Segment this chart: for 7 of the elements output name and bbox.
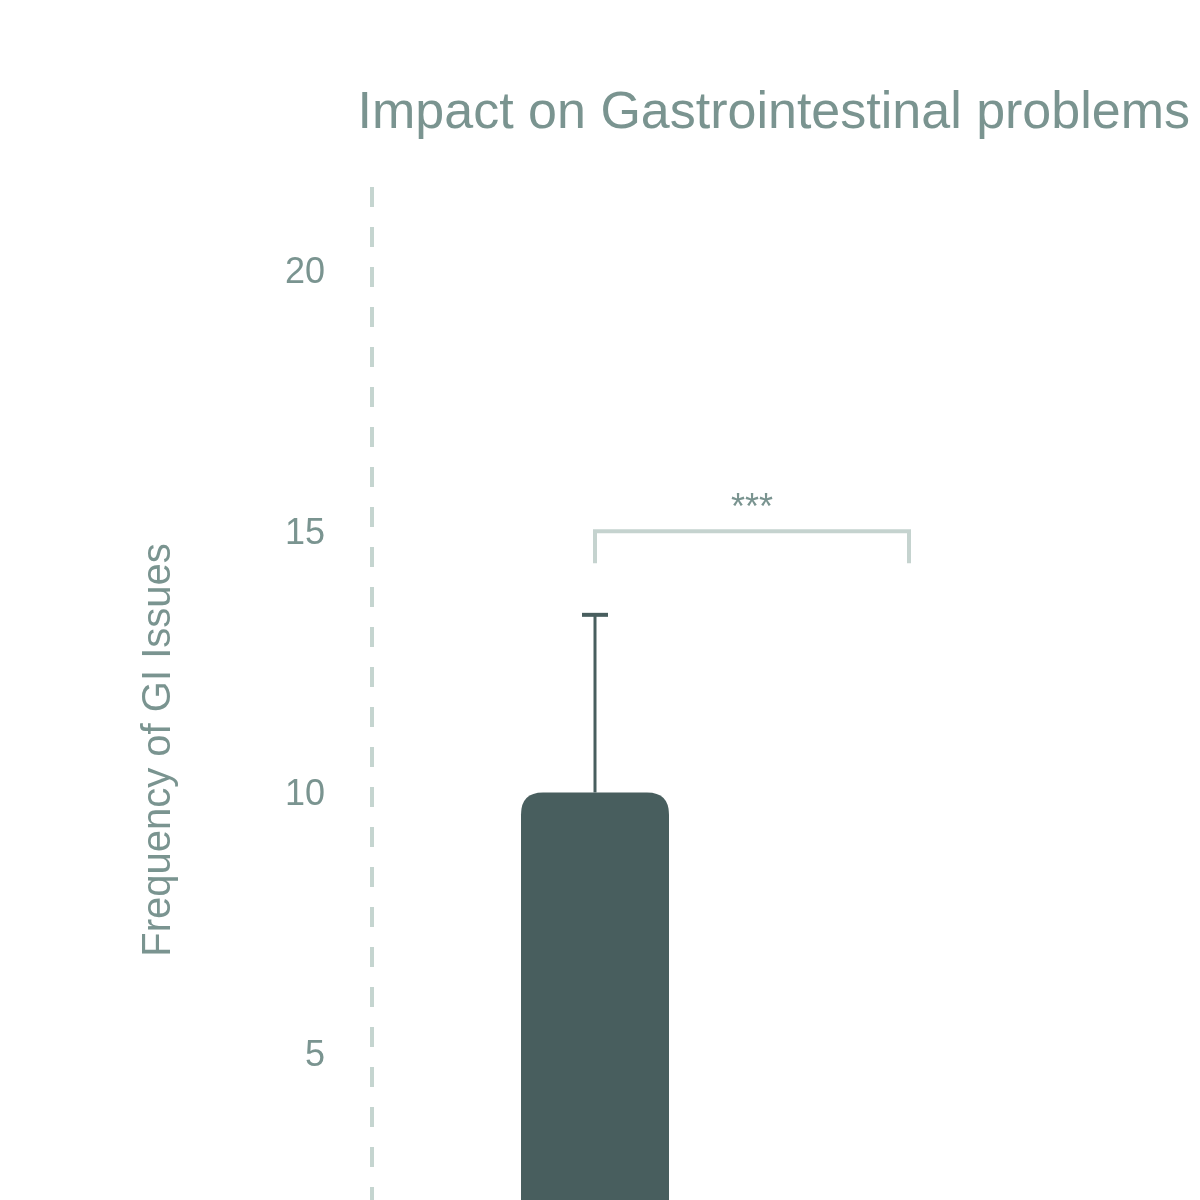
y-axis-title: Frequency of GI Issues <box>134 543 178 957</box>
y-tick-label: 5 <box>304 1033 325 1075</box>
y-tick-label: 10 <box>284 772 325 814</box>
y-tick-label: 15 <box>284 510 325 552</box>
text: Impact on Gastrointestinal problems <box>357 81 1190 139</box>
y-tick-label: 20 <box>284 249 325 291</box>
text: *** <box>730 486 774 528</box>
